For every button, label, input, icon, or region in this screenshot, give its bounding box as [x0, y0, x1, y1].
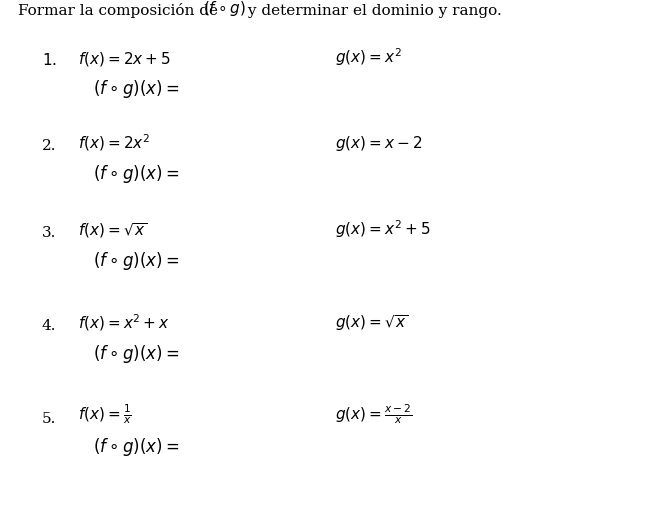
Text: 4.: 4.: [42, 319, 56, 333]
Text: Formar la composición de: Formar la composición de: [18, 3, 223, 18]
Text: $g(x) = \sqrt{x}$: $g(x) = \sqrt{x}$: [335, 313, 409, 333]
Text: $\mathit{1.}$: $\mathit{1.}$: [42, 52, 57, 68]
Text: $f(x) = x^2 + x$: $f(x) = x^2 + x$: [78, 312, 170, 333]
Text: 2.: 2.: [42, 139, 56, 153]
Text: y determinar el dominio y rango.: y determinar el dominio y rango.: [243, 4, 502, 18]
Text: $f(x) = 2x + 5$: $f(x) = 2x + 5$: [78, 50, 171, 68]
Text: $(f \circ g)(x) =$: $(f \circ g)(x) =$: [93, 343, 179, 365]
Text: $f(x) = 2x^2$: $f(x) = 2x^2$: [78, 132, 150, 153]
Text: $(f \circ g)$: $(f \circ g)$: [203, 0, 246, 18]
Text: $(f \circ g)(x) =$: $(f \circ g)(x) =$: [93, 163, 179, 185]
Text: 3.: 3.: [42, 226, 56, 240]
Text: $(f \circ g)(x) =$: $(f \circ g)(x) =$: [93, 78, 179, 100]
Text: $g(x) = x^2 + 5$: $g(x) = x^2 + 5$: [335, 218, 430, 240]
Text: $(f \circ g)(x) =$: $(f \circ g)(x) =$: [93, 250, 179, 272]
Text: 5.: 5.: [42, 412, 56, 426]
Text: $f(x) = \sqrt{x}$: $f(x) = \sqrt{x}$: [78, 221, 148, 240]
Text: $g(x) = \frac{x-2}{x}$: $g(x) = \frac{x-2}{x}$: [335, 402, 413, 426]
Text: $(f \circ g)(x) =$: $(f \circ g)(x) =$: [93, 436, 179, 458]
Text: $g(x) = x - 2$: $g(x) = x - 2$: [335, 134, 422, 153]
Text: $g(x) = x^2$: $g(x) = x^2$: [335, 46, 402, 68]
Text: $f(x) = \frac{1}{x}$: $f(x) = \frac{1}{x}$: [78, 402, 132, 426]
